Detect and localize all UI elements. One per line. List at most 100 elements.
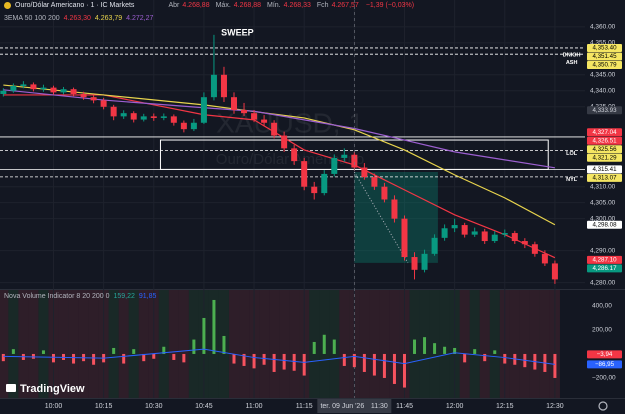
change: −1,39 (−0,03%) (365, 2, 415, 9)
grid (0, 0, 585, 398)
annotation: LOL (566, 151, 578, 157)
volume-shade (58, 290, 69, 398)
candle-body (50, 87, 57, 93)
price-badge-label: 4,333.93 (592, 107, 617, 114)
volume-bar (242, 353, 246, 366)
volume-shade (509, 290, 520, 398)
settings-icon[interactable] (598, 401, 608, 411)
candle-body (261, 119, 268, 123)
y-tick-label: 400,00 (592, 303, 612, 310)
symbol-icon (4, 2, 11, 9)
y-tick-label: 4,340.00 (590, 88, 616, 95)
volume-bar (122, 353, 126, 364)
field-value: 4.267,57 (331, 2, 359, 9)
gear[interactable] (598, 401, 608, 411)
volume-bar (433, 343, 437, 354)
candle-body (461, 225, 468, 235)
volume-shade (389, 290, 400, 398)
candle-body (251, 113, 258, 120)
volume-bar (443, 346, 447, 354)
volume-shade (38, 290, 49, 398)
volume-bar (272, 353, 276, 372)
volume-bar (362, 353, 366, 372)
candle-body (100, 100, 107, 107)
volume-bar (332, 339, 336, 354)
volume-pane (1, 299, 557, 388)
x-tick-label: 10:30 (145, 403, 163, 410)
candle-body (511, 233, 518, 242)
volume-bar (372, 353, 376, 376)
candle-body (90, 97, 97, 101)
candle-body (291, 148, 298, 162)
volume-shade (28, 290, 39, 398)
price-badge-label: 4,326.51 (592, 137, 617, 144)
price-badge (587, 106, 622, 115)
candle-body (431, 237, 438, 254)
x-tick-label: 10:15 (95, 403, 113, 410)
volume-bar (252, 353, 256, 369)
volume-shade (108, 290, 119, 398)
ema-legend: 3EMA 50 100 200 4.263,30 4.263,79 4.272,27 (4, 15, 153, 22)
volume-shade (339, 290, 350, 398)
candle-body (70, 89, 77, 94)
symbol-legend: Ouro/Dólar Americano · 1 · IC Markets Ab… (4, 2, 414, 9)
volume-shade (519, 290, 530, 398)
volume-bar (1, 353, 5, 362)
indicator-value: 4.263,79 (94, 15, 123, 22)
candle-body (321, 173, 328, 194)
volume-bar (92, 353, 96, 365)
candle-body (120, 113, 127, 117)
candle-body (10, 85, 17, 91)
crosshair-label-bg (317, 399, 392, 413)
volume-shade (118, 290, 129, 398)
y-tick-label: −200,00 (592, 375, 616, 382)
volume-bar (342, 353, 346, 366)
candle-body (491, 234, 498, 242)
volume-shade (279, 290, 290, 398)
candle-body (150, 116, 157, 118)
position-path (353, 171, 409, 264)
price-badge (587, 136, 622, 145)
candle-body (271, 122, 278, 136)
annotation: DNIGH (563, 52, 581, 58)
crosshair-date: ter. 09 Jun '26 (320, 403, 364, 410)
candle-body (391, 199, 398, 219)
candle-body (301, 161, 308, 187)
candle-body (20, 84, 27, 86)
volume-shade (489, 290, 500, 398)
volume-bar (212, 299, 216, 354)
volume-bar (162, 346, 166, 354)
price-badge (587, 173, 622, 182)
candle-body (361, 167, 368, 178)
volume-shade (359, 290, 370, 398)
candle-body (180, 122, 187, 130)
volume-shade (529, 290, 540, 398)
volume-shade (539, 290, 550, 398)
watermark: Ouro/Dólar Americano (216, 151, 364, 168)
y-tick-label: 4,345.00 (590, 72, 616, 79)
price-badge (587, 145, 622, 154)
y-tick-label: 4,280.00 (590, 279, 616, 286)
candle-body (40, 87, 47, 90)
price-badge (587, 220, 622, 229)
y-tick-label: 4,290.00 (590, 247, 616, 254)
indicator-title: 3EMA 50 100 200 (4, 15, 60, 22)
candle-body (371, 177, 378, 187)
candle-body (551, 263, 558, 280)
volume-shade (379, 290, 390, 398)
volume-bar (51, 353, 55, 363)
volume-bar (192, 339, 196, 354)
candle-body (30, 84, 37, 90)
x-tick-label: 10:00 (45, 403, 63, 410)
volume-shade (78, 290, 89, 398)
volume-bar (292, 353, 296, 371)
field-label: Abr (168, 2, 180, 9)
candle-body (231, 97, 237, 110)
indicator-value: 91,85 (138, 293, 157, 300)
volume-shade (168, 290, 179, 398)
y-tick-label: 4,355.00 (590, 40, 616, 47)
candle-body (220, 74, 227, 98)
candle-body (190, 122, 197, 130)
